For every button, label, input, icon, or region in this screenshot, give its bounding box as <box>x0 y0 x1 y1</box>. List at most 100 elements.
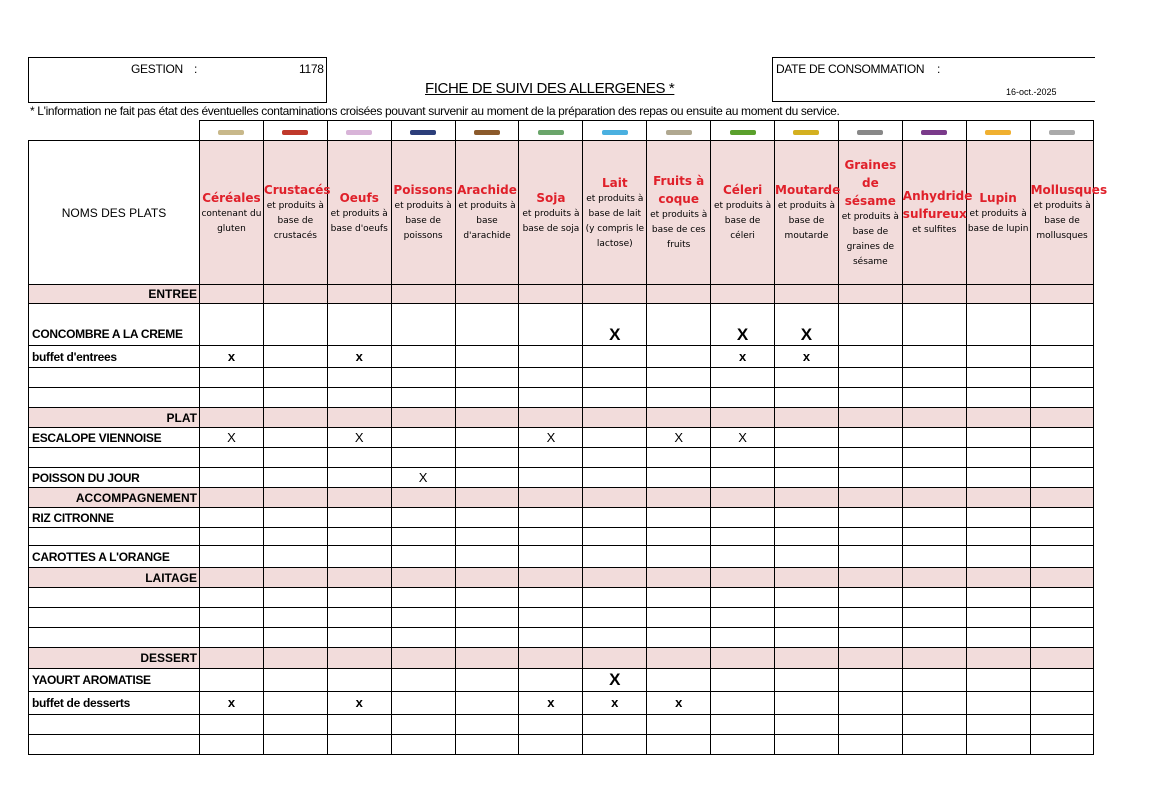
allergen-mark-cell[interactable] <box>901 527 967 546</box>
allergen-mark-cell[interactable] <box>262 487 328 508</box>
allergen-mark-cell[interactable] <box>646 587 712 608</box>
allergen-mark-cell[interactable] <box>326 545 392 568</box>
allergen-mark-cell[interactable] <box>774 545 839 568</box>
allergen-mark-cell[interactable] <box>390 627 456 648</box>
allergen-mark-cell[interactable] <box>390 427 456 448</box>
allergen-mark-cell[interactable] <box>901 447 967 468</box>
allergen-mark-cell[interactable] <box>199 387 264 408</box>
allergen-mark-cell[interactable]: X <box>774 303 839 346</box>
allergen-mark-cell[interactable] <box>901 407 967 428</box>
allergen-mark-cell[interactable] <box>1029 714 1095 735</box>
allergen-mark-cell[interactable] <box>901 587 967 608</box>
allergen-mark-cell[interactable] <box>965 567 1031 588</box>
allergen-mark-cell[interactable] <box>901 668 967 692</box>
allergen-mark-cell[interactable] <box>199 507 264 528</box>
allergen-mark-cell[interactable] <box>710 668 776 692</box>
allergen-mark-cell[interactable] <box>199 668 264 692</box>
allergen-mark-cell[interactable] <box>262 527 328 546</box>
allergen-mark-cell[interactable] <box>710 507 776 528</box>
allergen-mark-cell[interactable] <box>199 367 264 388</box>
allergen-mark-cell[interactable] <box>454 734 520 755</box>
allergen-mark-cell[interactable]: X <box>710 427 776 448</box>
allergen-mark-cell[interactable] <box>901 303 967 346</box>
allergen-mark-cell[interactable] <box>965 447 1031 468</box>
allergen-mark-cell[interactable] <box>199 284 264 304</box>
allergen-mark-cell[interactable] <box>901 387 967 408</box>
allergen-mark-cell[interactable] <box>837 627 903 648</box>
allergen-mark-cell[interactable] <box>965 691 1031 715</box>
allergen-mark-cell[interactable] <box>837 345 903 368</box>
allergen-mark-cell[interactable] <box>582 427 648 448</box>
allergen-mark-cell[interactable] <box>199 734 264 755</box>
allergen-mark-cell[interactable] <box>837 734 903 755</box>
allergen-mark-cell[interactable] <box>390 345 456 368</box>
allergen-mark-cell[interactable] <box>199 487 264 508</box>
allergen-mark-cell[interactable] <box>199 545 264 568</box>
allergen-mark-cell[interactable]: x <box>710 345 776 368</box>
allergen-mark-cell[interactable] <box>965 487 1031 508</box>
allergen-mark-cell[interactable] <box>710 527 776 546</box>
allergen-mark-cell[interactable] <box>326 567 392 588</box>
allergen-mark-cell[interactable] <box>326 607 392 628</box>
allergen-mark-cell[interactable] <box>965 734 1031 755</box>
allergen-mark-cell[interactable] <box>454 407 520 428</box>
allergen-mark-cell[interactable] <box>774 647 839 669</box>
allergen-mark-cell[interactable] <box>262 387 328 408</box>
allergen-mark-cell[interactable] <box>837 447 903 468</box>
allergen-mark-cell[interactable] <box>774 691 839 715</box>
allergen-mark-cell[interactable] <box>646 387 712 408</box>
allergen-mark-cell[interactable] <box>837 467 903 488</box>
allergen-mark-cell[interactable] <box>1029 507 1095 528</box>
allergen-mark-cell[interactable] <box>582 734 648 755</box>
allergen-mark-cell[interactable] <box>901 284 967 304</box>
allergen-mark-cell[interactable] <box>582 467 648 488</box>
allergen-mark-cell[interactable]: x <box>774 345 839 368</box>
allergen-mark-cell[interactable] <box>582 627 648 648</box>
allergen-mark-cell[interactable] <box>390 367 456 388</box>
allergen-mark-cell[interactable] <box>710 627 776 648</box>
allergen-mark-cell[interactable] <box>262 545 328 568</box>
allergen-mark-cell[interactable] <box>774 567 839 588</box>
allergen-mark-cell[interactable] <box>518 527 584 546</box>
allergen-mark-cell[interactable] <box>965 545 1031 568</box>
allergen-mark-cell[interactable] <box>454 427 520 448</box>
allergen-mark-cell[interactable] <box>454 647 520 669</box>
allergen-mark-cell[interactable] <box>518 467 584 488</box>
allergen-mark-cell[interactable] <box>518 647 584 669</box>
allergen-mark-cell[interactable] <box>965 407 1031 428</box>
allergen-mark-cell[interactable] <box>390 284 456 304</box>
allergen-mark-cell[interactable] <box>837 607 903 628</box>
allergen-mark-cell[interactable] <box>710 407 776 428</box>
allergen-mark-cell[interactable] <box>390 545 456 568</box>
allergen-mark-cell[interactable] <box>965 527 1031 546</box>
allergen-mark-cell[interactable] <box>1029 668 1095 692</box>
allergen-mark-cell[interactable] <box>326 714 392 735</box>
allergen-mark-cell[interactable] <box>454 284 520 304</box>
allergen-mark-cell[interactable] <box>774 284 839 304</box>
allergen-mark-cell[interactable] <box>965 647 1031 669</box>
allergen-mark-cell[interactable] <box>454 527 520 546</box>
allergen-mark-cell[interactable] <box>454 545 520 568</box>
allergen-mark-cell[interactable] <box>582 387 648 408</box>
allergen-mark-cell[interactable]: X <box>326 427 392 448</box>
allergen-mark-cell[interactable] <box>837 714 903 735</box>
allergen-mark-cell[interactable] <box>646 647 712 669</box>
allergen-mark-cell[interactable] <box>390 587 456 608</box>
allergen-mark-cell[interactable] <box>199 587 264 608</box>
allergen-mark-cell[interactable] <box>646 527 712 546</box>
allergen-mark-cell[interactable] <box>262 647 328 669</box>
allergen-mark-cell[interactable] <box>262 587 328 608</box>
allergen-mark-cell[interactable] <box>582 407 648 428</box>
allergen-mark-cell[interactable] <box>454 447 520 468</box>
allergen-mark-cell[interactable] <box>837 527 903 546</box>
allergen-mark-cell[interactable] <box>262 284 328 304</box>
allergen-mark-cell[interactable]: x <box>582 691 648 715</box>
allergen-mark-cell[interactable] <box>262 507 328 528</box>
allergen-mark-cell[interactable] <box>199 447 264 468</box>
allergen-mark-cell[interactable] <box>582 487 648 508</box>
allergen-mark-cell[interactable] <box>837 587 903 608</box>
allergen-mark-cell[interactable] <box>390 407 456 428</box>
allergen-mark-cell[interactable] <box>454 627 520 648</box>
allergen-mark-cell[interactable] <box>837 567 903 588</box>
allergen-mark-cell[interactable] <box>965 284 1031 304</box>
